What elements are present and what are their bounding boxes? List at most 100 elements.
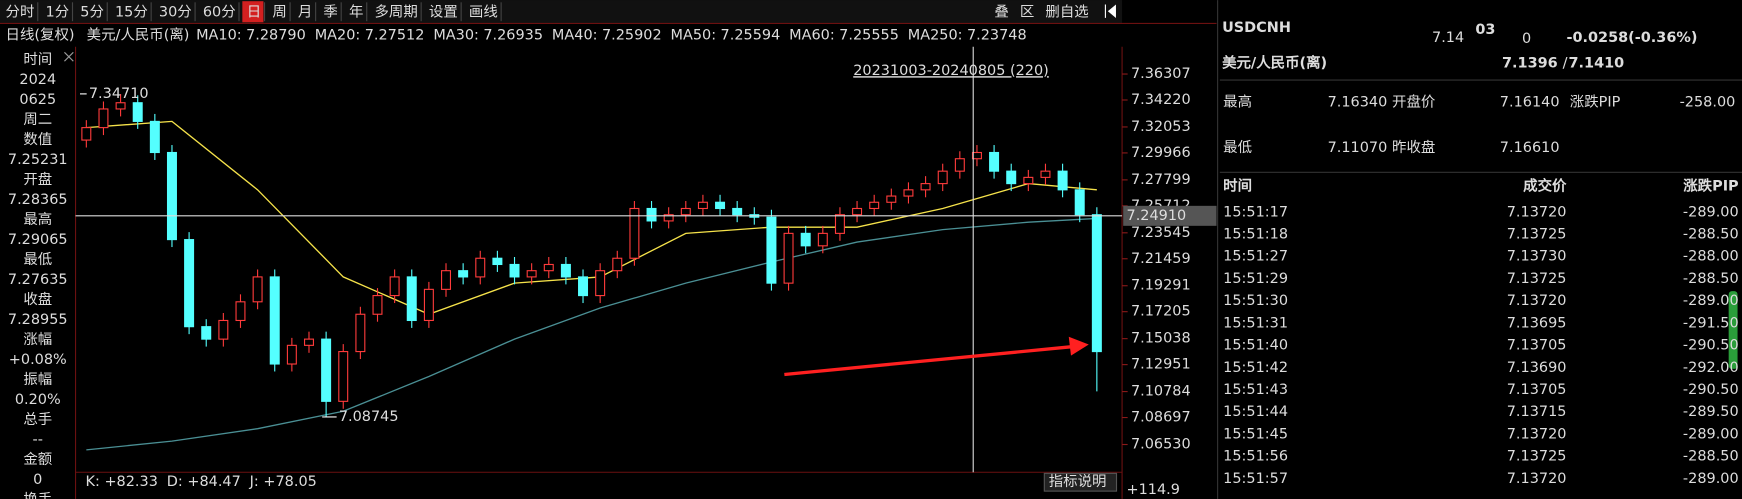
info-value: 7.28955 bbox=[8, 312, 68, 328]
candle-body bbox=[509, 263, 520, 278]
candle-body bbox=[115, 102, 126, 110]
trade-cell: 7.13690 bbox=[1507, 360, 1567, 376]
candle-body bbox=[166, 151, 177, 241]
trade-cell: 7.13730 bbox=[1507, 249, 1567, 265]
tab[interactable]: 年 bbox=[349, 3, 363, 20]
low-label: 7.08745 bbox=[339, 409, 399, 425]
ma-value: 7.25555 bbox=[839, 28, 899, 44]
candle-body bbox=[646, 207, 657, 222]
tab[interactable]: 30分 bbox=[159, 3, 192, 20]
indicator-value: D: +84.47 bbox=[167, 474, 241, 490]
candle-body bbox=[766, 216, 777, 284]
annotation-arrow bbox=[784, 345, 1073, 377]
trade-cell: 7.13720 bbox=[1507, 204, 1567, 220]
info-label: 金额 bbox=[23, 451, 52, 468]
candle-body bbox=[971, 151, 982, 160]
tab[interactable]: 15分 bbox=[115, 3, 148, 20]
trade-cell: 7.13705 bbox=[1507, 338, 1567, 354]
crosshair-box bbox=[1123, 205, 1217, 226]
candle-body bbox=[1091, 214, 1102, 353]
help-button: 指标说明 bbox=[1049, 473, 1107, 490]
ma-label: MA40: bbox=[552, 28, 598, 44]
trade-cell: -289.00 bbox=[1683, 426, 1739, 442]
tab[interactable]: 日 bbox=[247, 4, 261, 20]
trade-cell: 7.13720 bbox=[1507, 471, 1567, 487]
candle-body bbox=[869, 201, 880, 210]
trade-cell: 7.13705 bbox=[1507, 382, 1567, 398]
candle-body bbox=[423, 288, 434, 322]
candle-body bbox=[903, 189, 914, 197]
toolbar-button[interactable]: 删自选 bbox=[1045, 3, 1088, 20]
candle-body bbox=[783, 232, 794, 284]
info-label: 开盘 bbox=[23, 170, 52, 188]
tab[interactable]: 60分 bbox=[203, 3, 236, 20]
quote-sep: / bbox=[1563, 55, 1568, 71]
y-tick-label: 7.10784 bbox=[1131, 384, 1191, 400]
candle-body bbox=[321, 338, 332, 402]
candle-body bbox=[132, 102, 143, 122]
tab[interactable]: 设置 bbox=[429, 3, 458, 20]
toolbar-bg bbox=[0, 0, 1123, 24]
arrow-icon[interactable] bbox=[1104, 4, 1116, 18]
close-icon[interactable] bbox=[64, 51, 74, 62]
info-value: 周二 bbox=[23, 112, 52, 128]
candle-body bbox=[732, 207, 743, 216]
annotation-arrowhead bbox=[1068, 336, 1089, 356]
tab-active-bg bbox=[242, 1, 264, 23]
quote-change: -0.0258(-0.36%) bbox=[1566, 30, 1697, 46]
tab[interactable]: 分时 bbox=[6, 3, 35, 20]
tab[interactable]: 季 bbox=[323, 3, 337, 20]
tab[interactable]: 画线 bbox=[469, 3, 498, 20]
y-tick-label: 7.08697 bbox=[1131, 410, 1191, 426]
info-label: 数值 bbox=[23, 131, 52, 148]
help-box[interactable] bbox=[1043, 472, 1118, 492]
tab[interactable]: 月 bbox=[298, 4, 312, 20]
info-value: +0.08% bbox=[9, 352, 67, 368]
candle-body bbox=[149, 120, 160, 154]
candle-body bbox=[81, 127, 92, 141]
candle-body bbox=[886, 195, 897, 203]
candle-body bbox=[954, 158, 965, 172]
candle-body bbox=[852, 207, 863, 216]
candle-body bbox=[937, 170, 948, 185]
range-label: 20231003-20240805 (220) bbox=[853, 63, 1049, 79]
ma-value: 7.26935 bbox=[483, 28, 543, 44]
scrollbar[interactable] bbox=[1728, 291, 1738, 369]
info-label: 最低 bbox=[23, 251, 52, 268]
trade-cell: 15:51:40 bbox=[1223, 338, 1288, 354]
y-tick-label: 7.06530 bbox=[1131, 437, 1191, 453]
y-tick-label: 7.36307 bbox=[1131, 66, 1191, 82]
info-value: 0 bbox=[33, 472, 42, 488]
ma-label: MA250: bbox=[908, 28, 963, 44]
toolbar-button[interactable]: 叠 bbox=[994, 3, 1008, 20]
candle-body bbox=[1023, 176, 1034, 185]
tab[interactable]: 周 bbox=[272, 4, 286, 20]
tab[interactable]: 1分 bbox=[46, 3, 70, 20]
chart-mode: 日线(复权) bbox=[6, 26, 75, 44]
trade-cell: -290.50 bbox=[1683, 382, 1739, 398]
trade-cell: 7.13725 bbox=[1507, 227, 1567, 243]
trade-cell: -292.00 bbox=[1683, 360, 1739, 376]
info-label: 收盘 bbox=[23, 290, 52, 308]
toolbar-button[interactable]: 区 bbox=[1020, 4, 1034, 20]
info-value: 7.28365 bbox=[8, 192, 68, 208]
candle-body bbox=[629, 207, 640, 259]
candle-body bbox=[612, 257, 623, 272]
trade-cell: 15:51:18 bbox=[1223, 227, 1288, 243]
quote-price-small: 0 bbox=[1522, 31, 1531, 47]
quote-stat: 开盘价 bbox=[1392, 92, 1435, 110]
trade-cell: 15:51:44 bbox=[1223, 404, 1288, 420]
quote-bid: 7.1396 bbox=[1502, 55, 1558, 71]
quote-code: USDCNH bbox=[1222, 20, 1291, 36]
candle-body bbox=[1057, 170, 1068, 191]
info-value: 2024 bbox=[19, 72, 56, 88]
ma-line bbox=[86, 217, 1097, 451]
tab[interactable]: 5分 bbox=[80, 3, 104, 20]
candle-body bbox=[406, 276, 417, 322]
tab[interactable]: 多周期 bbox=[375, 3, 418, 20]
y-tick-label: 7.19291 bbox=[1131, 278, 1191, 294]
indicator-axis-label: +114.9 bbox=[1127, 482, 1180, 498]
